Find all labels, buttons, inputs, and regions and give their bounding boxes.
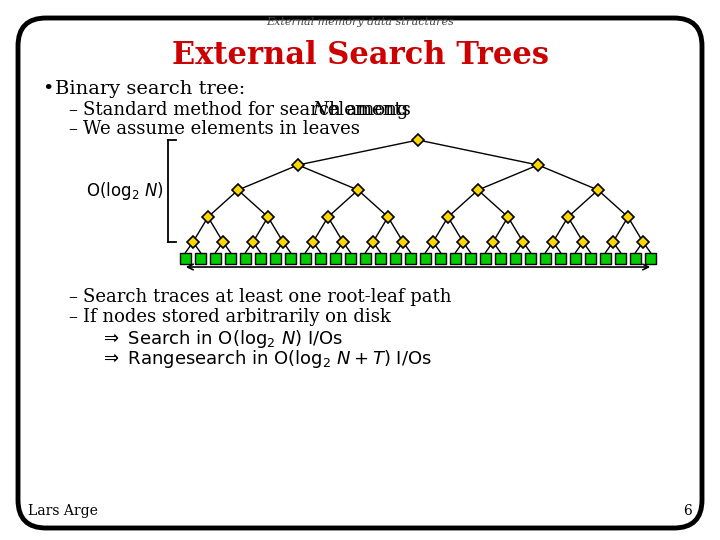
Text: Search traces at least one root-leaf path: Search traces at least one root-leaf pat… xyxy=(83,288,451,306)
FancyBboxPatch shape xyxy=(18,18,702,528)
Bar xyxy=(570,253,581,264)
Polygon shape xyxy=(367,236,379,248)
Bar xyxy=(225,253,236,264)
Bar xyxy=(555,253,566,264)
Text: 6: 6 xyxy=(683,504,692,518)
Polygon shape xyxy=(562,211,574,223)
Polygon shape xyxy=(502,211,514,223)
Text: External Search Trees: External Search Trees xyxy=(171,40,549,71)
Polygon shape xyxy=(322,211,334,223)
Polygon shape xyxy=(472,184,484,196)
Text: We assume elements in leaves: We assume elements in leaves xyxy=(83,120,360,138)
Bar xyxy=(240,253,251,264)
Bar xyxy=(480,253,491,264)
Polygon shape xyxy=(382,211,394,223)
Bar xyxy=(495,253,506,264)
Bar xyxy=(300,253,311,264)
Polygon shape xyxy=(412,134,424,146)
Bar xyxy=(585,253,596,264)
Text: Lars Arge: Lars Arge xyxy=(28,504,98,518)
Polygon shape xyxy=(457,236,469,248)
Polygon shape xyxy=(187,236,199,248)
Text: $\mathrm{O(log_2}\ N\mathrm{)}$: $\mathrm{O(log_2}\ N\mathrm{)}$ xyxy=(86,180,164,202)
Polygon shape xyxy=(532,159,544,171)
Text: –: – xyxy=(68,120,77,138)
Polygon shape xyxy=(442,211,454,223)
Bar xyxy=(390,253,401,264)
Bar xyxy=(450,253,461,264)
Bar xyxy=(360,253,371,264)
Text: $\Rightarrow$ Rangesearch in $\mathrm{O(log_2}\ N + T\mathrm{)\ I/Os}$: $\Rightarrow$ Rangesearch in $\mathrm{O(… xyxy=(100,348,432,370)
Polygon shape xyxy=(247,236,259,248)
Polygon shape xyxy=(202,211,214,223)
Polygon shape xyxy=(517,236,529,248)
Bar xyxy=(375,253,386,264)
Bar xyxy=(345,253,356,264)
Bar xyxy=(600,253,611,264)
Bar xyxy=(210,253,221,264)
Bar xyxy=(255,253,266,264)
Bar xyxy=(465,253,476,264)
Polygon shape xyxy=(337,236,349,248)
Polygon shape xyxy=(592,184,604,196)
Bar xyxy=(330,253,341,264)
Bar xyxy=(435,253,446,264)
Polygon shape xyxy=(262,211,274,223)
Text: $\Rightarrow$ Search in $\mathrm{O(log_2}\ N\mathrm{)\ I/Os}$: $\Rightarrow$ Search in $\mathrm{O(log_2… xyxy=(100,328,343,350)
Bar xyxy=(420,253,431,264)
Polygon shape xyxy=(622,211,634,223)
Text: External memory data structures: External memory data structures xyxy=(266,17,454,27)
Polygon shape xyxy=(277,236,289,248)
Polygon shape xyxy=(637,236,649,248)
Bar xyxy=(315,253,326,264)
Bar xyxy=(270,253,281,264)
Polygon shape xyxy=(397,236,409,248)
Text: Standard method for search among: Standard method for search among xyxy=(83,101,414,119)
Bar xyxy=(285,253,296,264)
Text: –: – xyxy=(68,288,77,306)
Polygon shape xyxy=(217,236,229,248)
Polygon shape xyxy=(232,184,244,196)
Polygon shape xyxy=(607,236,619,248)
Bar xyxy=(510,253,521,264)
Text: If nodes stored arbitrarily on disk: If nodes stored arbitrarily on disk xyxy=(83,308,391,326)
Polygon shape xyxy=(292,159,304,171)
Polygon shape xyxy=(577,236,589,248)
Bar xyxy=(615,253,626,264)
Bar xyxy=(630,253,641,264)
Text: elements: elements xyxy=(322,101,410,119)
Polygon shape xyxy=(547,236,559,248)
Bar xyxy=(405,253,416,264)
Polygon shape xyxy=(352,184,364,196)
Text: –: – xyxy=(68,308,77,326)
Bar xyxy=(525,253,536,264)
Bar xyxy=(645,253,656,264)
Text: Binary search tree:: Binary search tree: xyxy=(55,80,246,98)
Text: •: • xyxy=(42,80,53,98)
Bar xyxy=(540,253,551,264)
Polygon shape xyxy=(307,236,319,248)
Polygon shape xyxy=(487,236,499,248)
Text: N: N xyxy=(312,101,328,119)
Bar xyxy=(180,253,191,264)
Polygon shape xyxy=(427,236,439,248)
Bar xyxy=(195,253,206,264)
Text: –: – xyxy=(68,101,77,119)
